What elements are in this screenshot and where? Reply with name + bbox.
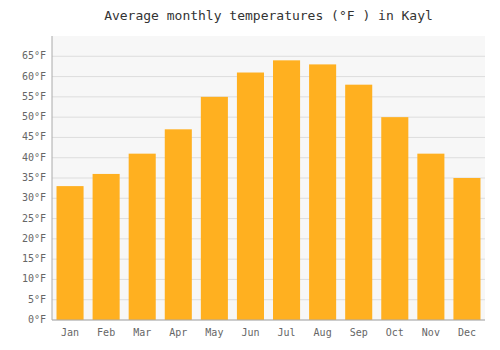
x-tick-label: Sep bbox=[350, 327, 368, 338]
y-tick-label: 60°F bbox=[22, 71, 46, 82]
grid-line bbox=[52, 320, 485, 321]
y-tick-label: 20°F bbox=[22, 233, 46, 244]
bar bbox=[93, 174, 120, 320]
bar bbox=[201, 97, 228, 320]
grid-line bbox=[52, 137, 485, 138]
y-tick-label: 25°F bbox=[22, 213, 46, 224]
grid-line bbox=[52, 117, 485, 118]
x-tick-label: Aug bbox=[314, 327, 332, 338]
y-tick-label: 10°F bbox=[22, 273, 46, 284]
x-tick-label: Jun bbox=[241, 327, 259, 338]
x-axis-line bbox=[52, 320, 485, 321]
grid-line bbox=[52, 76, 485, 77]
chart: 0°F 5°F 10°F 15°F 20°F 25°F 30°F 35°F 40°F 45°F 50… bbox=[0, 0, 500, 350]
y-tick-label: 35°F bbox=[22, 172, 46, 183]
bar bbox=[345, 85, 372, 320]
y-tick-label: 15°F bbox=[22, 253, 46, 264]
bar bbox=[129, 154, 156, 320]
y-tick-label: 40°F bbox=[22, 152, 46, 163]
x-tick-label: Nov bbox=[422, 327, 440, 338]
bar bbox=[273, 60, 300, 320]
title: Average monthly temperatures (°F ) in Ka… bbox=[104, 8, 433, 23]
bar bbox=[165, 129, 192, 320]
y-axis-line bbox=[52, 36, 53, 320]
y-tick-label: 55°F bbox=[22, 91, 46, 102]
grid-line bbox=[52, 56, 485, 57]
bar bbox=[237, 73, 264, 320]
x-tick-label: Mar bbox=[133, 327, 151, 338]
bar bbox=[381, 117, 408, 320]
x-tick-label: Feb bbox=[97, 327, 115, 338]
y-tick-label: 0°F bbox=[28, 314, 46, 325]
y-tick-label: 5°F bbox=[28, 294, 46, 305]
x-tick-label: Apr bbox=[169, 327, 187, 338]
bars bbox=[57, 60, 481, 320]
grid-line bbox=[52, 96, 485, 97]
y-tick-label: 50°F bbox=[22, 111, 46, 122]
x-tick-label: May bbox=[205, 327, 223, 338]
x-tick-label: Oct bbox=[386, 327, 404, 338]
plot-background bbox=[52, 36, 485, 320]
y-tick-label: 65°F bbox=[22, 50, 46, 61]
bar bbox=[57, 186, 84, 320]
x-tick-label: Jul bbox=[278, 327, 296, 338]
y-tick-label: 30°F bbox=[22, 192, 46, 203]
bar bbox=[309, 64, 336, 320]
x-tick-label: Jan bbox=[61, 327, 79, 338]
bar bbox=[453, 178, 480, 320]
bar bbox=[417, 154, 444, 320]
y-tick-label: 45°F bbox=[22, 131, 46, 142]
x-tick-label: Dec bbox=[458, 327, 476, 338]
